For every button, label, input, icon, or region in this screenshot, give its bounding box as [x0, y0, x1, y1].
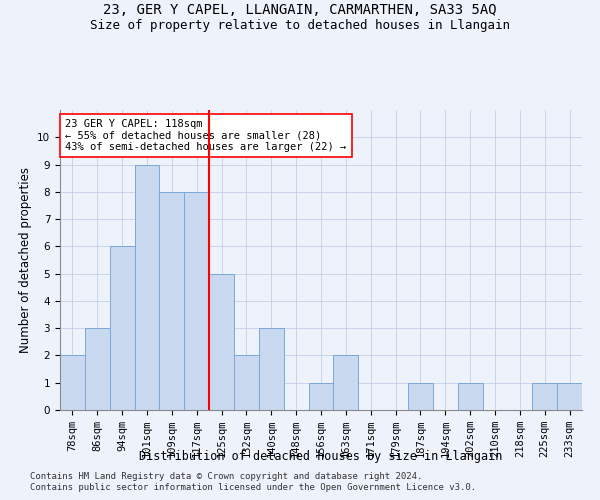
Bar: [209, 274, 234, 410]
Bar: [334, 356, 358, 410]
Bar: [532, 382, 557, 410]
Text: Contains HM Land Registry data © Crown copyright and database right 2024.: Contains HM Land Registry data © Crown c…: [30, 472, 422, 481]
Bar: [85, 328, 110, 410]
Text: Contains public sector information licensed under the Open Government Licence v3: Contains public sector information licen…: [30, 484, 476, 492]
Bar: [308, 382, 334, 410]
Bar: [184, 192, 209, 410]
Text: Distribution of detached houses by size in Llangain: Distribution of detached houses by size …: [139, 450, 503, 463]
Bar: [408, 382, 433, 410]
Bar: [134, 164, 160, 410]
Text: Size of property relative to detached houses in Llangain: Size of property relative to detached ho…: [90, 18, 510, 32]
Bar: [60, 356, 85, 410]
Bar: [458, 382, 482, 410]
Bar: [557, 382, 582, 410]
Bar: [234, 356, 259, 410]
Y-axis label: Number of detached properties: Number of detached properties: [19, 167, 32, 353]
Bar: [110, 246, 134, 410]
Bar: [259, 328, 284, 410]
Text: 23, GER Y CAPEL, LLANGAIN, CARMARTHEN, SA33 5AQ: 23, GER Y CAPEL, LLANGAIN, CARMARTHEN, S…: [103, 2, 497, 16]
Bar: [160, 192, 184, 410]
Text: 23 GER Y CAPEL: 118sqm
← 55% of detached houses are smaller (28)
43% of semi-det: 23 GER Y CAPEL: 118sqm ← 55% of detached…: [65, 119, 346, 152]
